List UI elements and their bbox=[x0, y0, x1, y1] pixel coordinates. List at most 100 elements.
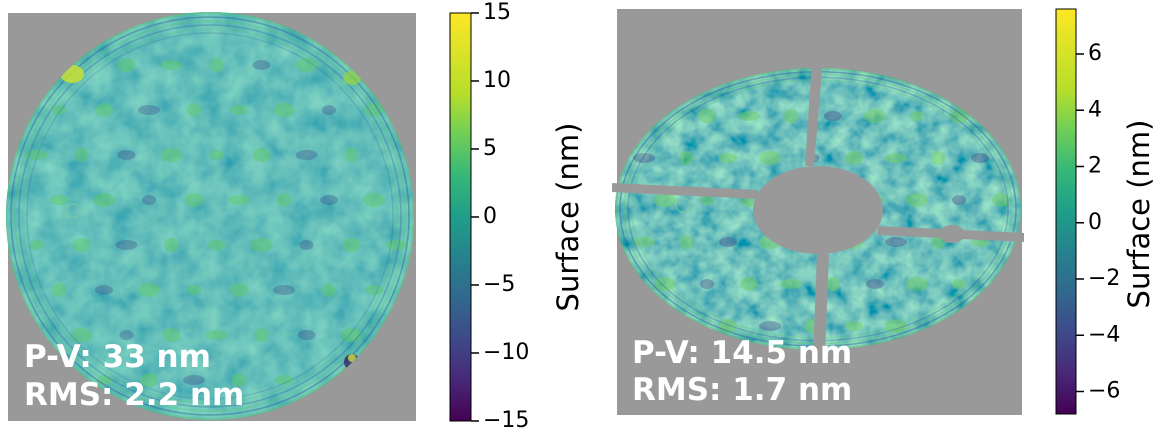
left-surface-spot bbox=[320, 195, 338, 205]
left-aperture bbox=[6, 12, 414, 420]
left-surface-spot bbox=[115, 240, 138, 250]
left-edge-ring bbox=[22, 28, 398, 404]
right-colorbar-gradient bbox=[1055, 8, 1077, 415]
right-surface-spot bbox=[784, 109, 798, 123]
left-surface-map bbox=[6, 12, 416, 421]
right-surface-spot bbox=[654, 277, 676, 291]
right-segment-gap-bottom bbox=[813, 254, 829, 356]
right-surface-spot bbox=[931, 151, 945, 165]
right-surface-spot bbox=[885, 237, 907, 247]
left-surface-spot bbox=[209, 58, 224, 72]
left-surface-spot bbox=[322, 283, 336, 297]
left-colorbar-gradient bbox=[449, 12, 472, 422]
right-surface-spot bbox=[952, 279, 966, 289]
left-surface-spot bbox=[162, 328, 181, 342]
right-surface-spot bbox=[759, 321, 781, 331]
right-colorbar: 6 4 2 0 −2 −4 −6 Surface (nm) bbox=[1055, 8, 1156, 415]
right-segment-gap-left bbox=[612, 183, 758, 199]
left-colorbar-tick-label: −10 bbox=[483, 340, 529, 365]
left-surface-spot bbox=[365, 103, 383, 117]
right-surface-spot bbox=[845, 321, 863, 331]
left-colorbar-ticks: 15 10 5 0 −5 −10 −15 bbox=[471, 0, 529, 431]
right-notch-hole bbox=[939, 225, 965, 243]
left-print-through-spots bbox=[25, 58, 408, 387]
right-rms-annotation: RMS: 1.7 nm bbox=[632, 372, 853, 408]
left-surface-spot bbox=[207, 240, 226, 250]
left-surface-spot bbox=[299, 240, 314, 250]
left-surface-spot bbox=[187, 285, 201, 295]
left-colorbar-tick-label: 15 bbox=[483, 0, 511, 25]
left-surface-spot bbox=[232, 373, 246, 387]
left-surface-spot bbox=[385, 240, 408, 250]
left-surface-spot bbox=[160, 60, 183, 70]
right-colorbar-tick-label: 2 bbox=[1088, 154, 1102, 179]
left-surface-spot bbox=[97, 375, 111, 385]
right-colorbar-tick-label: 0 bbox=[1088, 210, 1102, 235]
right-colorbar-tick-label: 4 bbox=[1088, 97, 1102, 122]
left-colorbar-tick-label: −5 bbox=[483, 272, 515, 297]
left-surface-spot bbox=[363, 193, 385, 207]
left-surface-spot bbox=[254, 328, 269, 342]
left-rms-annotation: RMS: 2.2 nm bbox=[24, 377, 245, 413]
left-surface-spot bbox=[230, 283, 248, 297]
right-colorbar-label: Surface (nm) bbox=[1122, 120, 1156, 309]
left-surface-spot bbox=[340, 328, 363, 342]
left-surface-spot bbox=[295, 150, 318, 160]
right-segment-gap-top bbox=[805, 60, 823, 166]
left-edge-hotspot bbox=[343, 71, 361, 85]
left-surface-spot bbox=[252, 60, 271, 70]
left-surface-spot bbox=[72, 238, 91, 252]
left-edge-rings bbox=[6, 12, 414, 420]
left-surface-spot bbox=[117, 58, 136, 72]
left-colorbar-label: Surface (nm) bbox=[551, 123, 585, 312]
right-surface-spot bbox=[654, 193, 676, 207]
right-surface-spot bbox=[740, 277, 758, 291]
right-surface-spot bbox=[826, 277, 840, 291]
right-surface-spot bbox=[633, 237, 655, 247]
left-surface-spot bbox=[95, 285, 113, 295]
left-surface-spot bbox=[230, 105, 248, 115]
left-surface-spot bbox=[93, 193, 115, 207]
left-surface-spot bbox=[205, 330, 228, 340]
left-surface-spot bbox=[295, 58, 318, 72]
right-colorbar-tick-label: −4 bbox=[1088, 322, 1120, 347]
left-surface-spot bbox=[187, 103, 201, 117]
left-surface-spot bbox=[138, 283, 160, 297]
right-surface-spot bbox=[719, 153, 737, 163]
left-surface-spot bbox=[52, 283, 66, 297]
left-colorbar-tick-label: 5 bbox=[483, 136, 497, 161]
right-surface-spot bbox=[906, 277, 928, 291]
left-surface-spot bbox=[138, 105, 160, 115]
left-surface-spot bbox=[183, 375, 205, 385]
right-colorbar-tick-label: −6 bbox=[1088, 379, 1120, 404]
right-surface-spot bbox=[700, 195, 714, 205]
left-surface-spot bbox=[160, 148, 183, 162]
right-surface-spot bbox=[698, 109, 716, 123]
right-surface-spot bbox=[952, 195, 966, 205]
left-surface-spot bbox=[164, 238, 179, 252]
left-colorbar-tick-label: −15 bbox=[483, 408, 529, 431]
left-edge-ring bbox=[10, 16, 410, 416]
left-colorbar-tick-label: 0 bbox=[483, 204, 497, 229]
right-central-hole bbox=[753, 166, 883, 254]
left-surface-spot bbox=[342, 238, 361, 252]
left-surface-spot bbox=[95, 103, 113, 117]
left-surface-spot bbox=[29, 240, 44, 250]
left-surface-spot bbox=[117, 150, 136, 160]
right-surface-spot bbox=[845, 151, 863, 165]
left-edge-ring bbox=[14, 20, 406, 412]
right-surface-spot bbox=[971, 153, 989, 163]
left-surface-spot bbox=[25, 150, 48, 160]
left-dust-ring bbox=[65, 203, 81, 219]
left-surface-spot bbox=[119, 330, 134, 340]
left-surface-spot bbox=[275, 375, 293, 385]
right-colorbar-ticks: 6 4 2 0 −2 −4 −6 bbox=[1076, 41, 1120, 404]
right-pv-annotation: P-V: 14.5 nm bbox=[632, 335, 853, 371]
right-surface-spot bbox=[992, 193, 1010, 207]
right-surface-spot bbox=[910, 111, 924, 121]
left-surface-spot bbox=[252, 148, 271, 162]
left-surface-spot bbox=[250, 238, 273, 252]
right-surface-spot bbox=[864, 109, 886, 123]
right-surface-spot bbox=[719, 319, 737, 333]
left-colorbar-tick-label: 10 bbox=[483, 68, 511, 93]
